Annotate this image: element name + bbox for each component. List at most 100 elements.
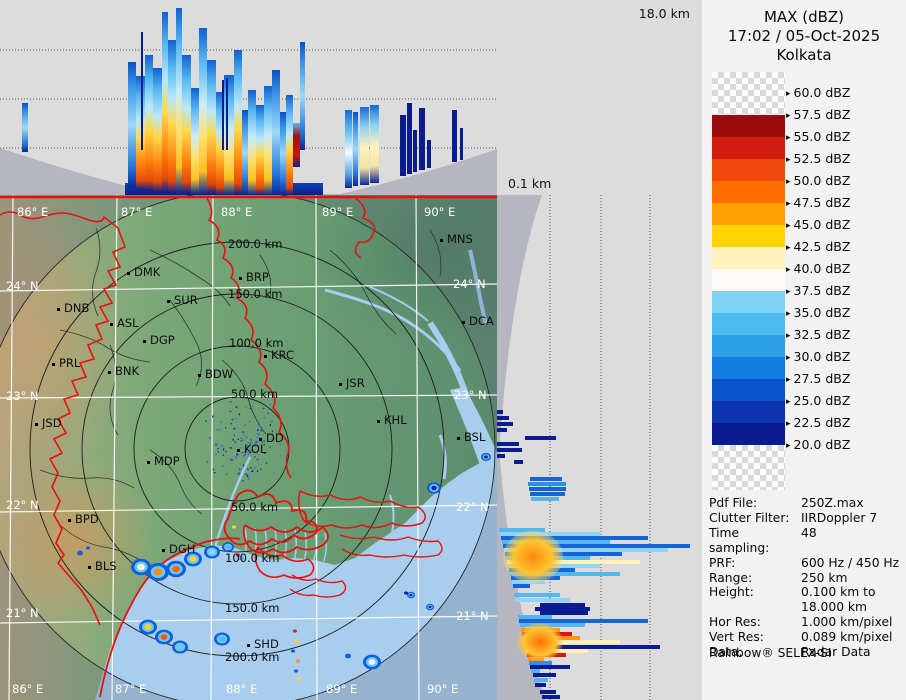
ns-profile-echo-row (518, 615, 552, 619)
ns-profile-echo-row (531, 497, 559, 501)
range-ring-label: 50.0 km (231, 500, 279, 514)
range-ring-label: 150.0 km (225, 601, 280, 615)
legend-band (712, 115, 785, 137)
software-brand: Rainbow® SELEX-SI (709, 646, 832, 660)
city-label: SHD (254, 637, 279, 651)
info-row: Range: 250 km (709, 571, 904, 586)
state-boundaries (0, 195, 497, 698)
ns-profile-echo-row (530, 665, 570, 669)
city-dot (339, 383, 342, 386)
city-dot (108, 371, 111, 374)
ew-profile-echo-bar (419, 108, 425, 170)
color-scale (712, 72, 785, 490)
ns-profile-echo-row (501, 536, 648, 540)
ew-profile-echo-bar (293, 123, 300, 167)
ew-profile-echo-bar (168, 40, 176, 193)
legend-band (712, 379, 785, 401)
city-dot (264, 355, 267, 358)
ns-profile-echo-row (528, 482, 566, 486)
lon-label: 89° E (326, 682, 358, 696)
info-label: PRF: (709, 555, 736, 570)
legend-band (712, 291, 785, 313)
lon-label: 90° E (427, 682, 459, 696)
city-dot (35, 423, 38, 426)
legend-swatch-above-max (712, 72, 785, 115)
lat-label: 22° N (456, 500, 489, 514)
ew-height-profile-panel (0, 0, 497, 196)
ns-height-profile-panel (497, 195, 702, 700)
ew-profile-echo-bar (280, 112, 286, 195)
out-of-range-shading (0, 195, 497, 700)
city-label: BDW (205, 367, 234, 381)
lon-label: 87° E (121, 205, 153, 219)
legend-tick-label: ▸ 22.5 dBZ (786, 415, 851, 430)
lon-label: 89° E (322, 205, 354, 219)
city-dot (127, 272, 130, 275)
info-label: Time sampling: (709, 525, 770, 555)
ew-profile-echo-bar (353, 112, 358, 186)
legend-tick-label: ▸ 50.0 dBZ (786, 173, 851, 188)
city-dot (143, 340, 146, 343)
lat-label: 22° N (6, 498, 39, 512)
lat-label: 21° N (6, 606, 39, 620)
legend-tick-label: ▸ 60.0 dBZ (786, 85, 851, 100)
ns-profile-echo-row (504, 548, 668, 552)
tick-arrow-icon: ▸ (786, 199, 791, 209)
city-label: KRC (271, 348, 294, 362)
tick-arrow-icon: ▸ (786, 221, 791, 231)
city-label: JSR (346, 376, 365, 390)
legend-tick-label: ▸ 40.0 dBZ (786, 261, 851, 276)
ew-profile-echo-bar (222, 80, 224, 150)
ns-profile-echo-row (519, 619, 648, 623)
legend-tick-label: ▸ 25.0 dBZ (786, 393, 851, 408)
city-label: DGP (150, 333, 175, 347)
ns-profile-echo-row (525, 436, 556, 440)
city-label: MDP (154, 454, 180, 468)
ns-profile-echo-row (497, 428, 507, 432)
tick-arrow-icon: ▸ (786, 309, 791, 319)
legend-tick-label: ▸ 20.0 dBZ (786, 437, 851, 452)
city-label: BLS (95, 559, 117, 573)
city-dot (88, 566, 91, 569)
legend-tick-label: ▸ 55.0 dBZ (786, 129, 851, 144)
lat-label: 21° N (456, 609, 489, 623)
ns-profile-echo-row (535, 607, 590, 611)
ew-profile-echo-bar (272, 70, 280, 195)
ns-profile-echo-row (514, 593, 560, 597)
product-datetime: 17:02 / 05-Oct-2025 (727, 27, 881, 45)
ew-profile-echo-bar (427, 140, 431, 168)
info-row: Clutter Filter: IIRDoppler 7 (709, 511, 904, 526)
ns-profile-echo-row (524, 640, 620, 644)
southwest-hills-shading (0, 455, 155, 625)
range-ring-label: 150.0 km (228, 287, 283, 301)
info-value: Radar Data (801, 645, 871, 660)
tick-arrow-icon: ▸ (786, 353, 791, 363)
range-ring-label: 200.0 km (225, 650, 280, 664)
product-title-block: MAX (dBZ) 17:02 / 05-Oct-2025 Kolkata (702, 8, 906, 65)
city-label: DGH (169, 542, 196, 556)
beam-blind-zone-wedge (0, 148, 497, 195)
tick-arrow-icon: ▸ (786, 243, 791, 253)
ns-profile-echo-row (513, 584, 530, 588)
ns-profile-echo-row (514, 460, 523, 464)
ew-profile-echo-bar (400, 115, 406, 176)
info-value: IIRDoppler 7 (801, 510, 878, 525)
ew-profile-echo-bar (136, 76, 145, 190)
city-dot (259, 438, 262, 441)
info-label: Range: (709, 570, 753, 585)
tick-arrow-icon: ▸ (786, 375, 791, 385)
city-label: DNB (64, 301, 90, 315)
city-label: BPD (75, 512, 99, 526)
ew-profile-echo-bar (141, 32, 143, 150)
ew-profile-echo-bar (191, 88, 199, 194)
legend-band (712, 401, 785, 423)
legend-tick-label: ▸ 47.5 dBZ (786, 195, 851, 210)
ns-profile-echo-row (534, 678, 548, 682)
ns-profile-echo-row (507, 560, 640, 564)
height-axis-origin-label: 0.1 km (508, 176, 552, 191)
lat-label: 24° N (6, 279, 39, 293)
info-label: Pdf File: (709, 496, 758, 510)
ew-profile-echo-bar (128, 62, 136, 188)
legend-band (712, 137, 785, 159)
legend-band (712, 423, 785, 445)
